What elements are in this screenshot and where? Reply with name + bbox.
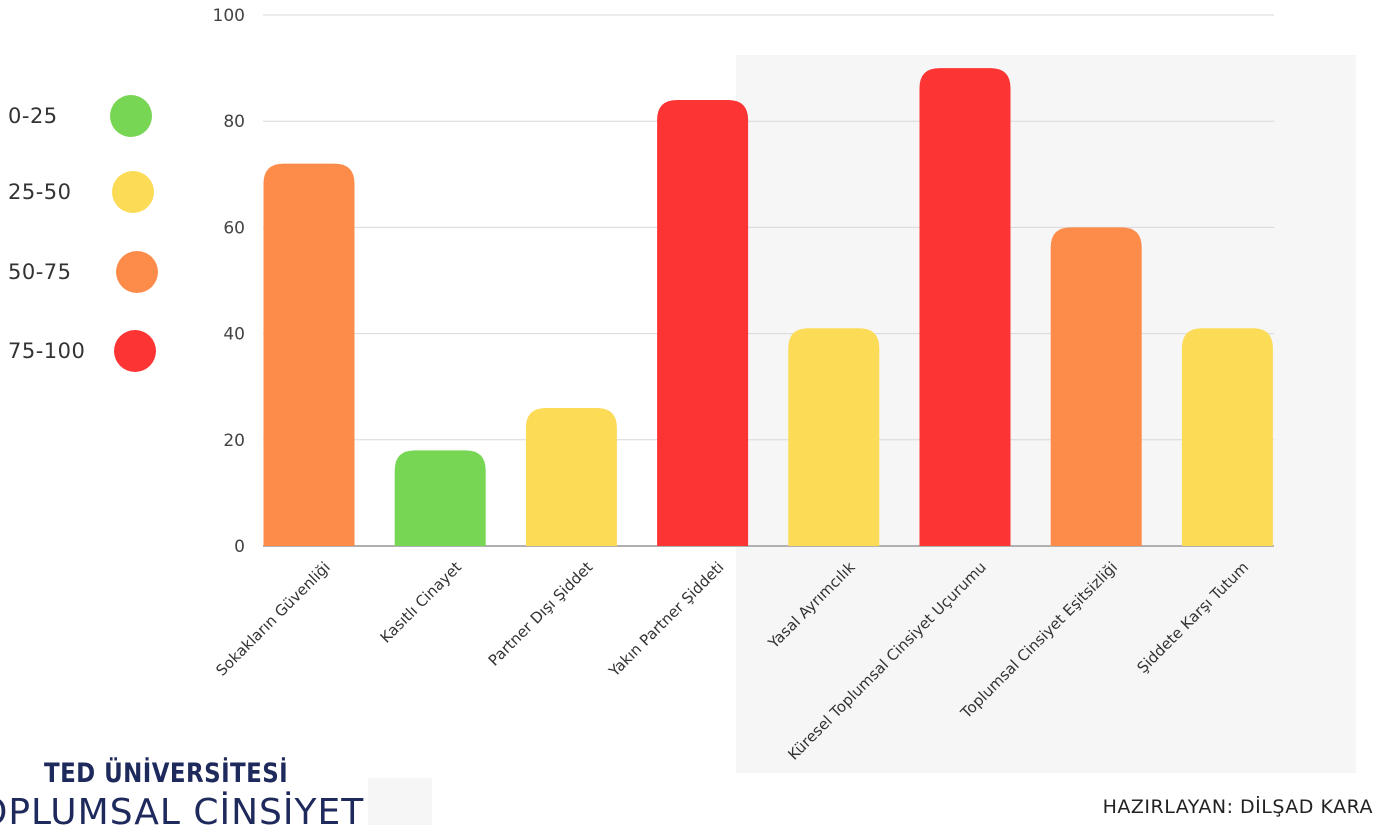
- y-tick-label: 100: [213, 6, 245, 26]
- bar: [1050, 227, 1142, 546]
- legend-item: 0-25: [8, 94, 152, 138]
- x-tick-label: Partner Dışı Şiddet: [485, 558, 597, 670]
- legend-label: 75-100: [8, 339, 86, 363]
- x-tick-label: Kasıtlı Cinayet: [377, 558, 466, 647]
- bar: [919, 68, 1011, 546]
- x-tick-label: Toplumsal Cinsiyet Eşitsizliği: [957, 558, 1122, 723]
- author-credit: HAZIRLAYAN: DİLŞAD KARA: [1102, 796, 1373, 818]
- bar: [394, 450, 486, 546]
- x-tick-label: Yasal Ayrımcılık: [764, 558, 859, 653]
- y-tick-label: 40: [223, 325, 245, 345]
- y-tick-label: 80: [223, 112, 245, 132]
- university-logo: TED ÜNİVERSİTESİ TOPLUMSAL CİNSİYET: [0, 752, 368, 825]
- bars: [263, 68, 1273, 547]
- bar: [788, 328, 880, 546]
- legend-label: 0-25: [8, 104, 58, 128]
- legend-label: 50-75: [8, 260, 72, 284]
- legend-dot-yellow: [112, 171, 154, 213]
- y-tick-label: 60: [223, 218, 245, 238]
- bar: [263, 163, 355, 546]
- legend-dot-orange: [116, 251, 158, 293]
- legend-item: 50-75: [8, 250, 158, 294]
- logo-title: TED ÜNİVERSİTESİ: [44, 758, 289, 789]
- legend-item: 75-100: [8, 329, 156, 373]
- x-tick-label: Sokakların Güvenliği: [212, 558, 333, 679]
- y-tick-label: 20: [223, 431, 245, 451]
- y-axis-ticks: 0 20 40 60 80 100: [213, 6, 245, 557]
- bar: [525, 407, 617, 546]
- bar: [1181, 328, 1273, 546]
- legend-label: 25-50: [8, 180, 72, 204]
- x-axis-labels: Sokakların Güvenliği Kasıtlı Cinayet Partn…: [212, 558, 1252, 764]
- x-tick-label: Yakın Partner Şiddeti: [605, 558, 728, 681]
- logo-subtitle: TOPLUMSAL CİNSİYET: [0, 792, 365, 825]
- legend-dot-red: [114, 330, 156, 372]
- bar: [657, 99, 749, 547]
- x-tick-label: Şiddete Karşı Tutum: [1133, 558, 1252, 677]
- legend-dot-green: [110, 95, 152, 137]
- y-tick-label: 0: [234, 537, 245, 557]
- legend-item: 25-50: [8, 170, 154, 214]
- background-panel-small: [368, 778, 432, 825]
